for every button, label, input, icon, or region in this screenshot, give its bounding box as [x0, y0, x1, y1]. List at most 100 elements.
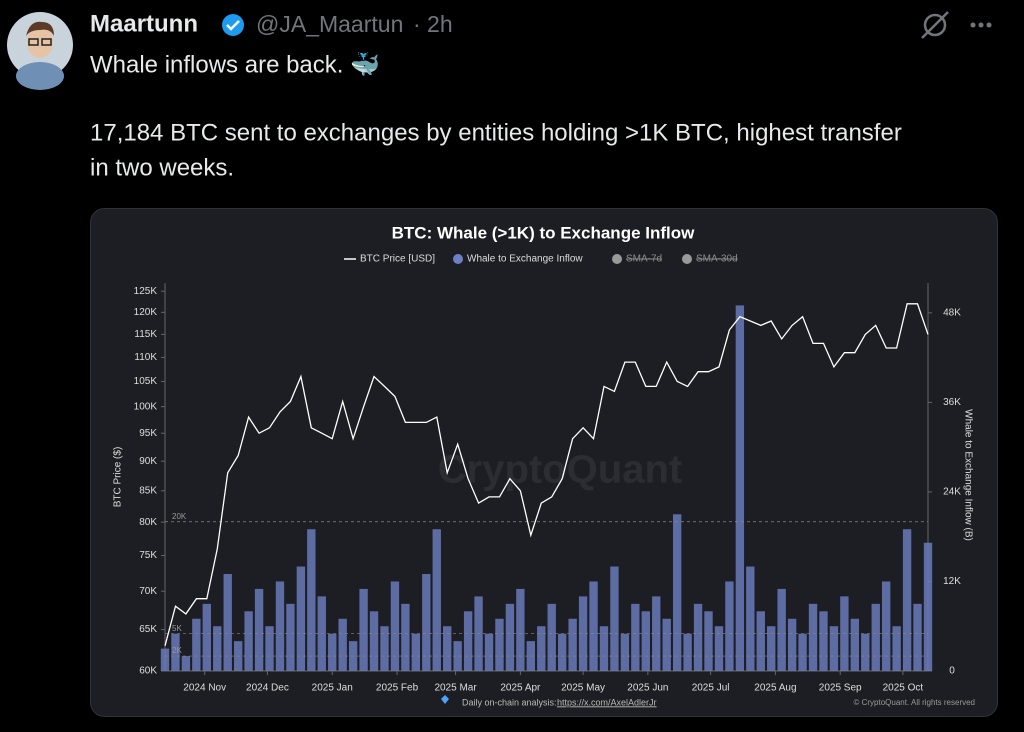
- inflow-bar: [463, 611, 473, 671]
- copyright: © CryptoQuant. All rights reserved: [854, 698, 976, 707]
- reference-label: 20K: [172, 512, 187, 521]
- inflow-bar: [693, 603, 703, 671]
- y-tick-label: 95K: [139, 428, 157, 439]
- x-tick-label: 2024 Nov: [183, 683, 226, 694]
- inflow-bar: [756, 611, 765, 671]
- inflow-bar: [871, 603, 880, 671]
- inflow-bar: [672, 514, 682, 671]
- y-tick-label: 75K: [139, 550, 157, 561]
- x-tick-label: 2025 Jan: [312, 683, 353, 694]
- inflow-bar: [683, 633, 692, 671]
- legend-label: SMA-7d: [626, 254, 662, 265]
- inflow-bar: [160, 648, 170, 671]
- y-tick-label: 110K: [134, 352, 157, 363]
- inflow-bar: [725, 581, 734, 671]
- inflow-bar: [923, 542, 933, 671]
- inflow-bar: [850, 618, 860, 671]
- x-tick-label: 2025 Apr: [500, 683, 541, 694]
- reference-label: 2K: [172, 646, 182, 655]
- inflow-bar: [641, 611, 650, 671]
- inflow-bar: [557, 633, 567, 671]
- inflow-bar: [380, 626, 389, 671]
- legend-swatch: [612, 254, 622, 264]
- inflow-bar: [484, 633, 494, 671]
- x-tick-label: 2025 May: [561, 683, 605, 694]
- reference-label: 5K: [172, 624, 182, 633]
- chart-title: BTC: Whale (>1K) to Exchange Inflow: [392, 223, 695, 242]
- inflow-bar: [453, 641, 462, 671]
- price-line: [164, 303, 929, 646]
- x-tick-label: 2025 Aug: [754, 683, 796, 694]
- tweet-text: Whale inflows are back. 🐳: [90, 51, 380, 78]
- inflow-bar: [369, 611, 379, 671]
- tweet-text: in two weeks.: [90, 154, 234, 181]
- inflow-bar: [401, 603, 410, 671]
- inflow-bar: [882, 581, 891, 671]
- inflow-bar: [265, 626, 274, 671]
- inflow-bar: [296, 566, 306, 671]
- inflow-bar: [275, 581, 285, 671]
- inflow-bar: [735, 305, 745, 671]
- footer-icon: [441, 695, 449, 704]
- inflow-bar: [902, 529, 912, 671]
- author-name[interactable]: Maartunn: [90, 10, 198, 37]
- x-tick-label: 2025 Jul: [692, 683, 730, 694]
- x-tick-label: 2025 Oct: [883, 683, 924, 694]
- watermark: CryptoQuant: [438, 448, 682, 492]
- inflow-bar: [798, 633, 807, 671]
- y-tick-label: 115K: [134, 329, 157, 340]
- inflow-bar: [568, 618, 577, 671]
- inflow-bar: [359, 588, 368, 671]
- x-tick-label: 2025 Mar: [434, 683, 477, 694]
- inflow-bar: [819, 611, 828, 671]
- y-tick-label: 90K: [139, 456, 157, 467]
- y-tick-label: 85K: [139, 485, 157, 496]
- inflow-bar: [767, 626, 776, 671]
- inflow-bar: [537, 626, 546, 671]
- inflow-bar: [599, 626, 609, 671]
- inflow-bar: [861, 633, 870, 671]
- inflow-bar: [547, 603, 556, 671]
- y-tick-label: 100K: [134, 401, 158, 412]
- inflow-bar: [171, 633, 180, 671]
- footer-text: Daily on-chain analysis:: [462, 697, 557, 707]
- inflow-bar: [578, 596, 588, 671]
- x-tick-label: 2025 Feb: [376, 683, 419, 694]
- author-handle[interactable]: @JA_Maartun: [256, 11, 403, 37]
- inflow-bar: [662, 618, 671, 671]
- post-time[interactable]: · 2h: [413, 11, 453, 37]
- y-tick-label: 65K: [139, 624, 157, 635]
- legend-swatch: [682, 254, 692, 264]
- chart-card[interactable]: BTC: Whale (>1K) to Exchange Inflow Cryp…: [90, 208, 998, 717]
- inflow-bar: [181, 656, 191, 671]
- inflow-bar: [422, 574, 431, 671]
- y-axis-label: BTC Price ($): [113, 447, 124, 508]
- grok-icon[interactable]: [921, 11, 949, 39]
- inflow-bar: [223, 574, 232, 671]
- y-tick-label: 125K: [134, 286, 158, 297]
- inflow-bar: [526, 641, 536, 671]
- card: [90, 208, 998, 717]
- inflow-bar: [307, 529, 316, 671]
- inflow-bar: [192, 618, 201, 671]
- inflow-bar: [620, 633, 630, 671]
- inflow-bar: [610, 566, 619, 671]
- inflow-bar: [787, 618, 797, 671]
- inflow-bar: [892, 626, 901, 671]
- y-tick-label: 60K: [139, 666, 157, 677]
- inflow-bar: [411, 633, 421, 671]
- avatar[interactable]: [7, 12, 73, 90]
- footer-link[interactable]: https://x.com/AxelAdlerJr: [557, 697, 657, 707]
- legend-label: Whale to Exchange Inflow: [467, 254, 583, 265]
- inflow-bar: [286, 603, 295, 671]
- more-menu[interactable]: [970, 22, 992, 28]
- y2-axis-label: Whale to Exchange Inflow (B): [962, 409, 973, 541]
- legend-label: SMA-30d: [696, 254, 738, 265]
- inflow-bar: [704, 611, 713, 671]
- y2-tick-label: 0: [949, 666, 955, 677]
- inflow-bar: [652, 596, 661, 671]
- inflow-bar: [589, 581, 598, 671]
- y2-tick-label: 12K: [943, 576, 961, 587]
